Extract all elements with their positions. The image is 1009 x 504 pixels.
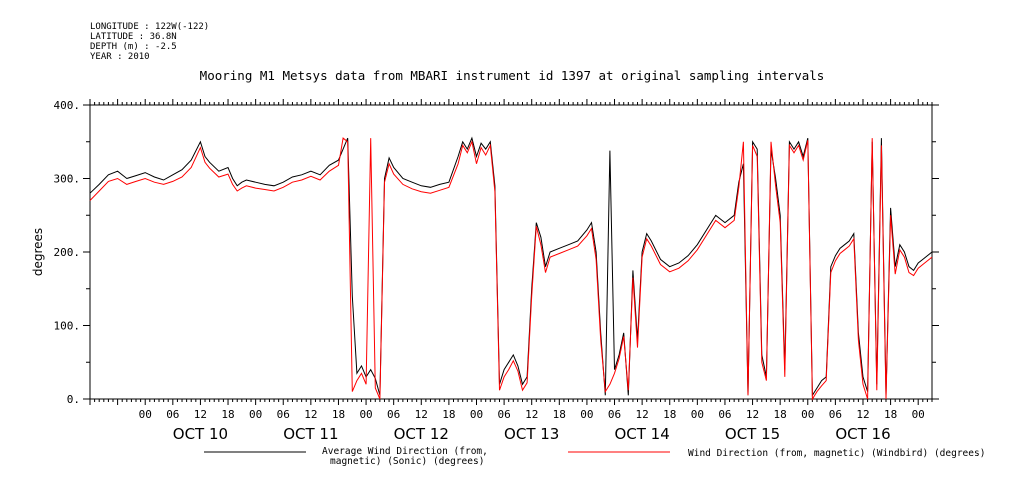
x-tick-label: 12 xyxy=(746,408,759,421)
x-tick-label: 06 xyxy=(387,408,400,421)
axis-ticks xyxy=(83,99,939,405)
x-tick-label: 18 xyxy=(221,408,234,421)
y-tick-label: 400. xyxy=(54,99,81,112)
day-labels: OCT 10 OCT 11 OCT 12 OCT 13 OCT 14 OCT 15 OCT … xyxy=(173,425,891,443)
day-label: OCT 11 xyxy=(283,425,338,443)
legend-label-sonic-line2: magnetic) (Sonic) (degrees) xyxy=(330,456,484,467)
x-tick-label: 00 xyxy=(580,408,593,421)
x-tick-label: 06 xyxy=(166,408,179,421)
x-tick-label: 18 xyxy=(663,408,676,421)
x-tick-label: 12 xyxy=(525,408,538,421)
day-label: OCT 13 xyxy=(504,425,559,443)
x-tick-label: 06 xyxy=(608,408,621,421)
y-tick-label: 300. xyxy=(54,173,81,186)
latitude-label: LATITUDE : 36.8N xyxy=(90,32,177,42)
legend-label-sonic: Average Wind Direction (from, xyxy=(322,446,488,457)
day-label: OCT 10 xyxy=(173,425,228,443)
legend-label-windbird: Wind Direction (from, magnetic) (Windbir… xyxy=(688,448,985,459)
legend: Average Wind Direction (from,magnetic) (… xyxy=(204,446,985,467)
x-tick-label: 18 xyxy=(553,408,566,421)
series-line-sonic xyxy=(89,136,933,397)
x-tick-label: 06 xyxy=(829,408,842,421)
x-tick-labels: 00 06 12 18 00 06 12 18 00 06 12 18 00 06 12 18 00 06 12 18… xyxy=(139,408,925,421)
x-tick-label: 12 xyxy=(856,408,869,421)
y-tick-label: 200. xyxy=(54,246,81,259)
x-tick-label: 06 xyxy=(497,408,510,421)
x-tick-label: 00 xyxy=(470,408,483,421)
y-tick-labels: 0. 100. 200. 300. 400. xyxy=(54,99,81,406)
x-tick-label: 06 xyxy=(277,408,290,421)
y-tick-label: 100. xyxy=(54,320,81,333)
x-tick-label: 18 xyxy=(332,408,345,421)
day-label: OCT 15 xyxy=(725,425,780,443)
y-tick-label: 0. xyxy=(67,393,80,406)
x-tick-label: 00 xyxy=(139,408,152,421)
year-label: YEAR : 2010 xyxy=(90,52,150,62)
x-tick-label: 00 xyxy=(691,408,704,421)
x-tick-label: 12 xyxy=(194,408,207,421)
day-label: OCT 12 xyxy=(394,425,449,443)
day-label: OCT 14 xyxy=(614,425,669,443)
x-tick-label: 12 xyxy=(304,408,317,421)
series-group xyxy=(89,136,933,401)
x-tick-label: 00 xyxy=(249,408,262,421)
x-tick-label: 18 xyxy=(774,408,787,421)
x-tick-label: 12 xyxy=(415,408,428,421)
day-label: OCT 16 xyxy=(835,425,890,443)
chart-title: Mooring M1 Metsys data from MBARI instru… xyxy=(200,68,825,83)
depth-label: DEPTH (m) : -2.5 xyxy=(90,42,177,52)
x-tick-label: 12 xyxy=(636,408,649,421)
longitude-label: LONGITUDE : 122W(-122) xyxy=(90,22,210,32)
x-tick-label: 06 xyxy=(718,408,731,421)
x-tick-label: 18 xyxy=(884,408,897,421)
x-tick-label: 00 xyxy=(912,408,925,421)
x-tick-label: 00 xyxy=(359,408,372,421)
x-tick-label: 00 xyxy=(801,408,814,421)
x-tick-label: 18 xyxy=(442,408,455,421)
y-axis-label: degrees xyxy=(31,228,45,276)
series-line-windbird xyxy=(89,137,933,401)
